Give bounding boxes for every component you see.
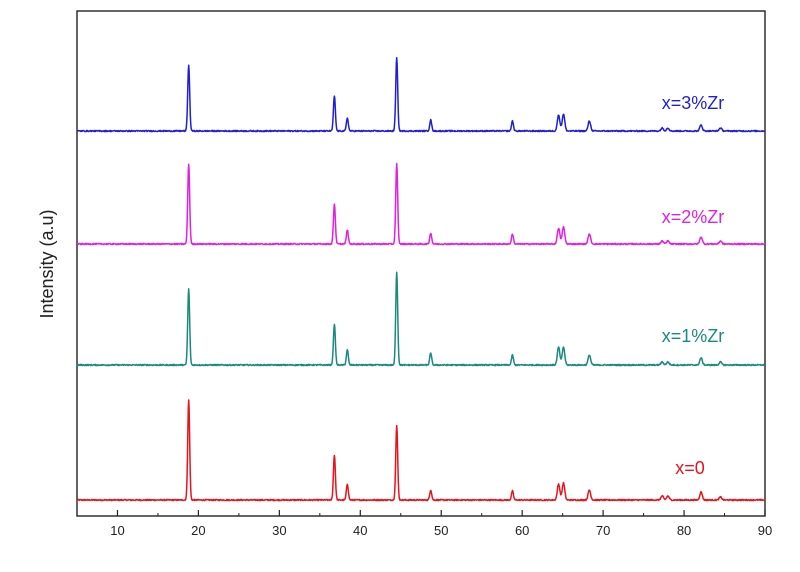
x-tick-label: 70 — [596, 523, 610, 538]
series-label-2: x=2%Zr — [662, 207, 725, 227]
series-line-3 — [76, 56, 766, 133]
plot-frame — [76, 10, 766, 517]
x-tick-label: 10 — [110, 523, 124, 538]
series-line-2 — [76, 162, 766, 246]
series-traces — [76, 56, 766, 502]
x-tick-label: 40 — [353, 523, 367, 538]
x-tick-label: 20 — [191, 523, 205, 538]
series-label-3: x=3%Zr — [662, 93, 725, 113]
series-label-0: x=0 — [675, 458, 705, 478]
x-axis: 10 20 30 40 50 60 70 80 90 — [110, 510, 772, 538]
series-label-1: x=1%Zr — [662, 326, 725, 346]
series-line-0 — [76, 399, 766, 502]
series-line-1 — [76, 271, 766, 367]
y-axis-title: Intensity (a.u) — [37, 209, 57, 318]
x-tick-label: 30 — [272, 523, 286, 538]
x-tick-label: 80 — [677, 523, 691, 538]
x-tick-label: 90 — [758, 523, 772, 538]
x-tick-label: 60 — [515, 523, 529, 538]
x-tick-label: 50 — [434, 523, 448, 538]
series-labels: x=0 x=1%Zr x=2%Zr x=3%Zr — [662, 93, 725, 478]
